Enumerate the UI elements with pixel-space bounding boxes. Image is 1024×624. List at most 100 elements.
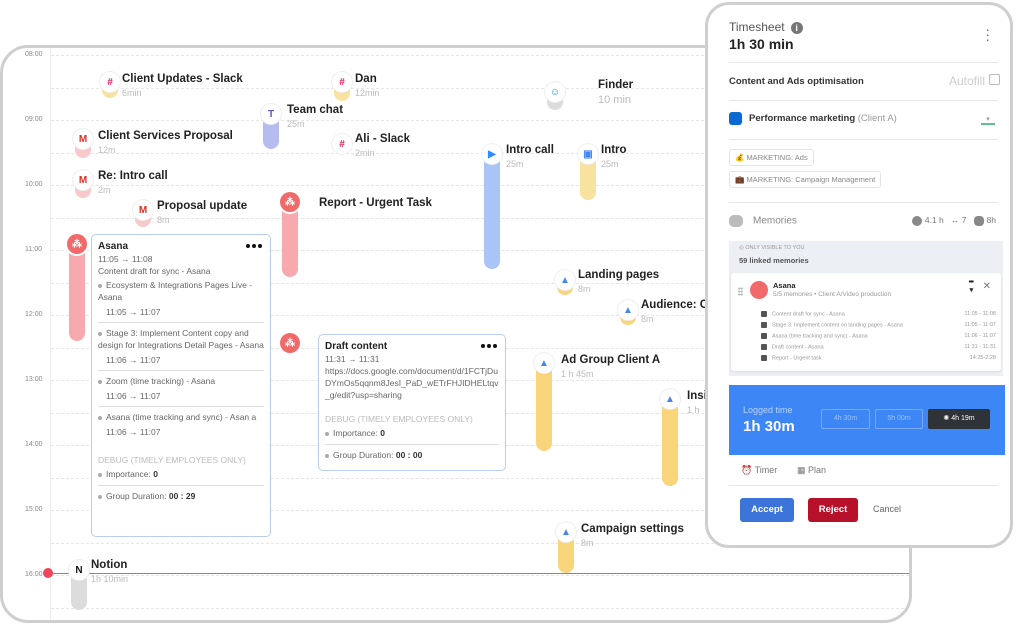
slack-icon[interactable]: #: [332, 72, 352, 92]
calendar-settings-icon[interactable]: [989, 74, 1000, 85]
asana-icon[interactable]: ⁂: [280, 333, 300, 353]
card-title: Asana: [98, 241, 129, 252]
event-title[interactable]: Ad Group Client A: [561, 354, 661, 366]
memories-hours: 4.1 h: [924, 215, 944, 225]
event-title[interactable]: Intro call: [506, 144, 554, 156]
memory-row[interactable]: Content draft for sync - Asana 11:05 - 11…: [761, 311, 996, 317]
brain-icon: [729, 215, 743, 227]
event-duration: 25m: [506, 159, 524, 169]
reject-button[interactable]: Reject: [808, 498, 858, 522]
card-url[interactable]: https://docs.google.com/document/d/1FCTj…: [325, 366, 499, 400]
grid-line: [51, 607, 909, 609]
gmail-icon[interactable]: M: [73, 170, 93, 190]
card-item: Zoom (time tracking) - Asana: [98, 375, 264, 387]
checkbox[interactable]: [761, 322, 767, 328]
ai-duration-chip[interactable]: ✺ 4h 19m: [928, 409, 990, 429]
grid-line: [51, 152, 909, 154]
event-title[interactable]: Team chat: [287, 104, 344, 116]
event-title[interactable]: Client Services Proposal: [98, 130, 233, 142]
memory-row[interactable]: Stage 3: Implement content on landing pa…: [761, 322, 996, 328]
memories-ai-hours: 8h: [986, 215, 996, 225]
notion-icon[interactable]: N: [69, 560, 89, 580]
event-duration-bar[interactable]: [484, 150, 500, 269]
google-ads-icon[interactable]: ▲: [556, 522, 576, 542]
tag-ads[interactable]: 💰 MARKETING: Ads: [729, 149, 814, 166]
asana-icon[interactable]: ⁂: [67, 234, 87, 254]
accept-button[interactable]: Accept: [740, 498, 794, 522]
event-duration-bar[interactable]: [282, 198, 298, 277]
event-duration: 1 h: [687, 405, 700, 415]
card-item: Asana (time tracking and sync) - Asan a: [98, 411, 264, 423]
card-title: Draft content: [325, 341, 388, 352]
event-title[interactable]: Report - Urgent Task: [319, 197, 432, 209]
event-title[interactable]: Re: Intro call: [98, 170, 168, 182]
duration-chip[interactable]: 4h 30m: [821, 409, 870, 429]
event-title[interactable]: Landing pages: [578, 269, 660, 281]
google-calendar-icon[interactable]: ▣: [578, 144, 598, 164]
info-icon[interactable]: i: [790, 21, 803, 34]
chevron-down-icon[interactable]: ▾: [981, 116, 995, 125]
asana-event-card[interactable]: Asana 11:05 → 11:08 Content draft for sy…: [91, 234, 271, 537]
checkbox[interactable]: [761, 344, 767, 350]
event-duration-bar[interactable]: [536, 359, 552, 451]
event-title[interactable]: Dan: [355, 73, 377, 85]
asana-icon[interactable]: ⁂: [280, 192, 300, 212]
event-title[interactable]: Audience: C: [641, 299, 709, 311]
event-title[interactable]: Notion: [91, 559, 128, 571]
teams-icon[interactable]: T: [261, 104, 281, 124]
memory-row[interactable]: Asana (time tracking and sync) - Asana 11…: [761, 333, 996, 339]
drag-handle-icon[interactable]: [738, 287, 743, 296]
more-icon[interactable]: ••• ▾: [968, 279, 974, 294]
timer-label: Timer: [754, 465, 778, 475]
google-ads-icon[interactable]: ▲: [660, 389, 680, 409]
importance-value: 0: [153, 469, 158, 479]
draft-content-card[interactable]: Draft content 11:31 → 11:31 https://docs…: [318, 334, 506, 471]
cancel-button[interactable]: Cancel: [873, 504, 902, 514]
event-title[interactable]: Client Updates - Slack: [122, 73, 243, 85]
checkbox[interactable]: [761, 355, 767, 361]
event-title[interactable]: Insi: [687, 390, 707, 402]
hour-label: 11:00: [25, 246, 42, 253]
plan-button[interactable]: ▦ Plan: [797, 465, 826, 476]
checkbox[interactable]: [761, 333, 767, 339]
memory-group-asana[interactable]: Asana 5/5 memories • Client A/Video prod…: [731, 273, 1001, 371]
event-title[interactable]: Ali - Slack: [355, 133, 410, 145]
event-duration-bar[interactable]: [662, 395, 678, 486]
duration-chip[interactable]: 5h 00m: [875, 409, 923, 429]
event-title[interactable]: Campaign settings: [581, 523, 684, 535]
current-time-line: [50, 573, 909, 574]
zoom-icon[interactable]: ▶: [482, 144, 502, 164]
card-item-time: 11:05 → 11:07: [106, 307, 161, 317]
close-icon[interactable]: ✕: [982, 281, 991, 292]
finder-icon[interactable]: ☺: [545, 82, 565, 102]
card-time: 11:31 → 11:31: [325, 354, 380, 364]
autofill-button[interactable]: Autofill: [948, 74, 985, 88]
google-ads-icon[interactable]: ▲: [555, 270, 575, 290]
logged-time-section: Logged time 1h 30m 4h 30m 5h 00m ✺ 4h 19…: [729, 385, 1005, 455]
slack-icon[interactable]: #: [100, 72, 120, 92]
google-ads-icon[interactable]: ▲: [618, 300, 638, 320]
kebab-menu-icon[interactable]: · · ·: [985, 21, 990, 47]
memory-row[interactable]: Draft content - Asana 11:31 - 11:31: [761, 344, 996, 350]
gmail-icon[interactable]: M: [133, 200, 153, 220]
event-duration: 25m: [601, 159, 619, 169]
memory-time: 11:31 - 11:31: [964, 344, 996, 350]
more-icon[interactable]: [481, 344, 497, 348]
group-duration-value: 00 : 29: [168, 491, 196, 501]
event-title[interactable]: Finder: [598, 79, 634, 91]
logged-time-label: Logged time: [743, 405, 793, 415]
google-ads-icon[interactable]: ▲: [534, 353, 554, 373]
event-title[interactable]: Intro: [601, 144, 627, 156]
hour-label: 16:00: [25, 571, 43, 578]
memory-row[interactable]: Report - Urgent task 14:25-2:28: [761, 355, 996, 361]
project-select[interactable]: Performance marketing (Client A): [749, 113, 897, 124]
event-duration-bar[interactable]: [69, 243, 85, 341]
timer-button[interactable]: ⏰ Timer: [741, 465, 777, 476]
checkbox[interactable]: [761, 311, 767, 317]
event-title[interactable]: Proposal update: [157, 200, 248, 212]
slack-icon[interactable]: #: [332, 134, 352, 154]
more-icon[interactable]: [246, 244, 262, 248]
tag-campaign-management[interactable]: 💼 MARKETING: Campaign Management: [729, 171, 882, 188]
importance-value: 0: [380, 428, 385, 438]
gmail-icon[interactable]: M: [73, 129, 93, 149]
